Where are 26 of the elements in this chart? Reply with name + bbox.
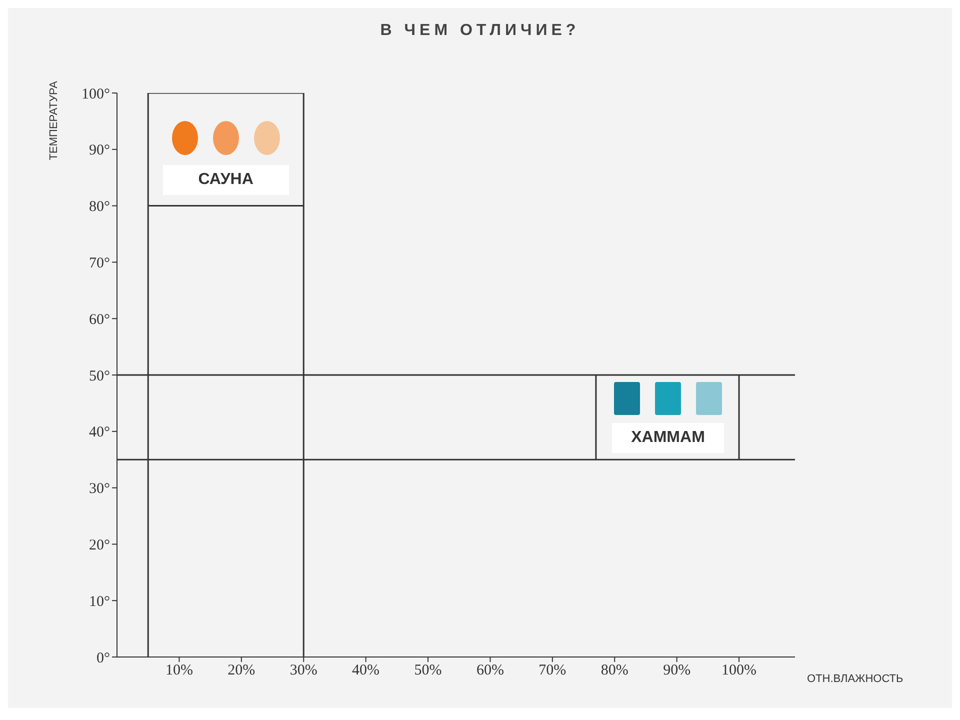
y-tick-label: 60° <box>89 312 110 328</box>
x-axis-title: ОТН.ВЛАЖНОСТЬ <box>807 673 904 685</box>
y-axis-title: ТЕМПЕРАТУРА <box>48 81 60 160</box>
y-tick-label: 50° <box>89 368 110 384</box>
x-tick-label: 50% <box>414 662 442 679</box>
x-tick-label: 20% <box>228 662 256 679</box>
x-tick-label: 30% <box>290 662 318 679</box>
x-tick-label: 60% <box>476 662 504 679</box>
chart-title: В ЧЕМ ОТЛИЧИЕ? <box>379 22 581 40</box>
y-tick-label: 100° <box>82 86 110 102</box>
y-tick-label: 10° <box>89 594 110 610</box>
label-card: ХАММАМ <box>612 423 724 453</box>
x-tick-label: 90% <box>663 662 691 679</box>
y-tick-label: 0° <box>96 650 110 666</box>
y-tick-label: 90° <box>89 142 110 159</box>
x-tick-label: 70% <box>538 662 566 679</box>
x-tick-label: 80% <box>600 662 628 679</box>
label-card: САУНА <box>163 165 289 195</box>
x-tick-label: 40% <box>352 662 380 679</box>
x-tick-label: 10% <box>165 662 193 679</box>
y-tick-label: 30° <box>89 481 110 498</box>
y-tick-label: 20° <box>89 538 110 554</box>
y-tick-label: 80° <box>89 199 110 216</box>
y-tick-label: 40° <box>89 424 110 441</box>
y-tick-label: 70° <box>89 256 110 272</box>
x-tick-label: 100% <box>722 662 757 679</box>
